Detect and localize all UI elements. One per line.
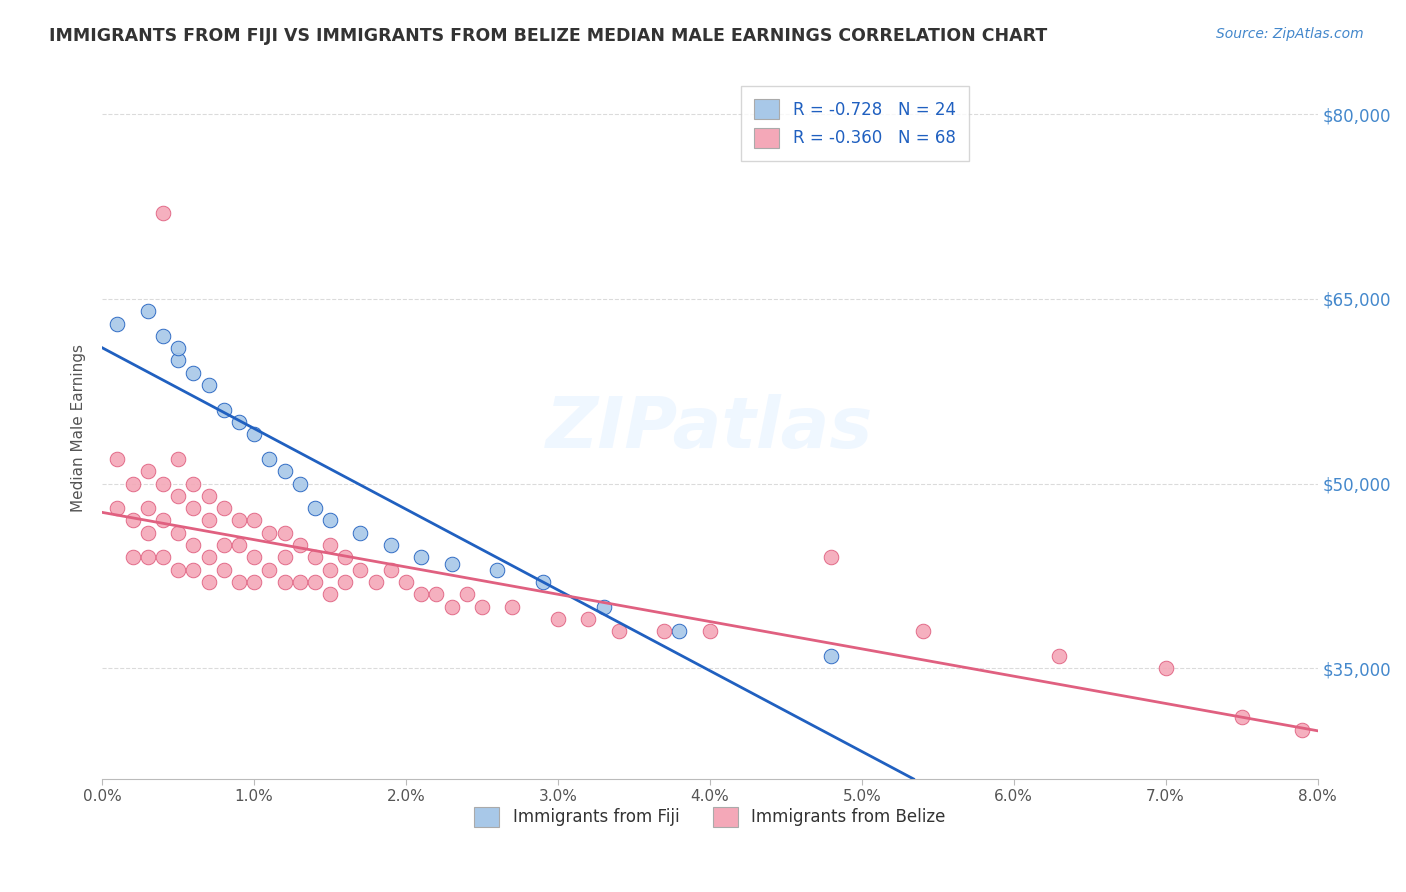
Point bbox=[228, 415, 250, 429]
Point bbox=[273, 464, 295, 478]
Point bbox=[411, 550, 433, 565]
Point bbox=[136, 304, 159, 318]
Point bbox=[197, 550, 219, 565]
Point bbox=[167, 341, 190, 355]
Point bbox=[259, 452, 281, 467]
Point bbox=[228, 513, 250, 527]
Point bbox=[820, 648, 842, 663]
Point bbox=[911, 624, 934, 639]
Point bbox=[152, 513, 174, 527]
Point bbox=[668, 624, 690, 639]
Point bbox=[212, 402, 235, 417]
Point bbox=[273, 525, 295, 540]
Point bbox=[486, 563, 509, 577]
Point bbox=[197, 574, 219, 589]
Point bbox=[1047, 648, 1070, 663]
Point bbox=[212, 538, 235, 552]
Point bbox=[501, 599, 523, 614]
Point bbox=[121, 513, 143, 527]
Point bbox=[197, 378, 219, 392]
Point bbox=[107, 317, 129, 331]
Point bbox=[136, 464, 159, 478]
Point bbox=[699, 624, 721, 639]
Point bbox=[243, 513, 266, 527]
Point bbox=[136, 550, 159, 565]
Point bbox=[183, 501, 205, 516]
Point bbox=[319, 587, 342, 601]
Text: Source: ZipAtlas.com: Source: ZipAtlas.com bbox=[1216, 27, 1364, 41]
Point bbox=[243, 427, 266, 442]
Point bbox=[319, 563, 342, 577]
Point bbox=[107, 501, 129, 516]
Point bbox=[107, 452, 129, 467]
Point bbox=[1154, 661, 1177, 675]
Point bbox=[121, 476, 143, 491]
Point bbox=[288, 476, 311, 491]
Text: ZIPatlas: ZIPatlas bbox=[546, 393, 873, 463]
Point bbox=[288, 574, 311, 589]
Point bbox=[183, 366, 205, 380]
Legend: Immigrants from Fiji, Immigrants from Belize: Immigrants from Fiji, Immigrants from Be… bbox=[468, 800, 952, 834]
Point bbox=[228, 574, 250, 589]
Point bbox=[440, 599, 463, 614]
Point bbox=[152, 206, 174, 220]
Point bbox=[243, 574, 266, 589]
Point bbox=[167, 525, 190, 540]
Point bbox=[576, 612, 599, 626]
Point bbox=[335, 550, 357, 565]
Point bbox=[167, 563, 190, 577]
Point bbox=[288, 538, 311, 552]
Point bbox=[456, 587, 478, 601]
Point bbox=[820, 550, 842, 565]
Point bbox=[380, 538, 402, 552]
Point bbox=[592, 599, 614, 614]
Point bbox=[380, 563, 402, 577]
Point bbox=[349, 525, 371, 540]
Point bbox=[136, 525, 159, 540]
Point bbox=[304, 501, 326, 516]
Point bbox=[197, 513, 219, 527]
Point bbox=[152, 476, 174, 491]
Point bbox=[652, 624, 675, 639]
Point bbox=[1291, 723, 1313, 737]
Point bbox=[531, 574, 554, 589]
Point bbox=[273, 574, 295, 589]
Point bbox=[183, 476, 205, 491]
Point bbox=[1230, 710, 1253, 724]
Point bbox=[152, 329, 174, 343]
Point bbox=[471, 599, 494, 614]
Point bbox=[395, 574, 418, 589]
Point bbox=[243, 550, 266, 565]
Point bbox=[212, 563, 235, 577]
Point bbox=[364, 574, 387, 589]
Point bbox=[212, 501, 235, 516]
Point bbox=[304, 574, 326, 589]
Point bbox=[228, 538, 250, 552]
Point bbox=[440, 557, 463, 571]
Point bbox=[259, 525, 281, 540]
Point bbox=[167, 353, 190, 368]
Point bbox=[349, 563, 371, 577]
Point bbox=[167, 489, 190, 503]
Point bbox=[152, 550, 174, 565]
Point bbox=[259, 563, 281, 577]
Point bbox=[183, 563, 205, 577]
Point bbox=[319, 538, 342, 552]
Point bbox=[273, 550, 295, 565]
Point bbox=[425, 587, 447, 601]
Point bbox=[136, 501, 159, 516]
Text: IMMIGRANTS FROM FIJI VS IMMIGRANTS FROM BELIZE MEDIAN MALE EARNINGS CORRELATION : IMMIGRANTS FROM FIJI VS IMMIGRANTS FROM … bbox=[49, 27, 1047, 45]
Point bbox=[167, 452, 190, 467]
Point bbox=[335, 574, 357, 589]
Point bbox=[183, 538, 205, 552]
Point bbox=[121, 550, 143, 565]
Point bbox=[607, 624, 630, 639]
Point bbox=[411, 587, 433, 601]
Point bbox=[547, 612, 569, 626]
Point bbox=[197, 489, 219, 503]
Point bbox=[319, 513, 342, 527]
Y-axis label: Median Male Earnings: Median Male Earnings bbox=[72, 344, 86, 512]
Point bbox=[304, 550, 326, 565]
